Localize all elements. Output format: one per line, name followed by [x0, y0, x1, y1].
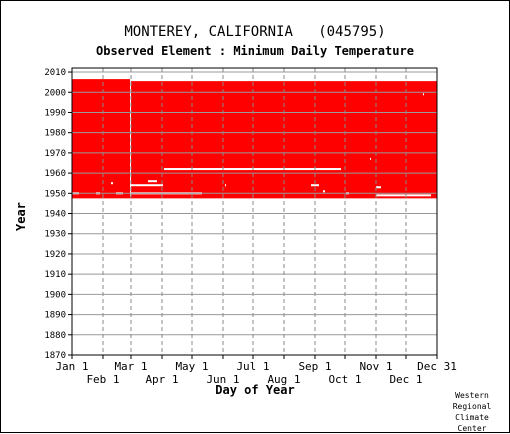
data-gap: [323, 190, 325, 193]
y-tick-label: 2000: [44, 88, 66, 98]
data-gap: [148, 180, 157, 183]
axes: [68, 67, 438, 359]
x-tick-label: Aug 1: [267, 373, 300, 386]
x-tick-label: Mar 1: [114, 360, 147, 373]
y-tick-label: 2010: [44, 68, 66, 78]
credit-line: Center: [457, 424, 487, 433]
x-tick-label: Nov 1: [359, 360, 392, 373]
data-gap: [225, 184, 226, 187]
y-tick-label: 1920: [44, 250, 66, 260]
x-tick-label: Feb 1: [86, 373, 119, 386]
plot-border: [71, 67, 438, 356]
y-tick-label: 1990: [44, 108, 66, 118]
x-axis-label: Day of Year: [215, 383, 295, 397]
y-tick-label: 1910: [44, 270, 66, 280]
x-tick-label: Oct 1: [328, 373, 361, 386]
x-tick-label: Jun 1: [206, 373, 239, 386]
y-tick-label: 1870: [44, 351, 66, 361]
data-block: [72, 79, 130, 199]
chart-title: MONTEREY, CALIFORNIA (045795): [124, 24, 386, 40]
data-gap: [131, 184, 163, 187]
data-gap: [111, 182, 113, 185]
data-gap: [376, 186, 381, 189]
y-tick-label: 1940: [44, 210, 66, 220]
y-tick-label: 1980: [44, 129, 66, 139]
credit-line: Climate: [455, 413, 489, 422]
credit-text: Western Regional Climate Center: [447, 390, 497, 434]
x-tick-label: Dec 31: [417, 360, 457, 373]
y-tick-label: 1890: [44, 311, 66, 321]
x-tick-label: Jul 1: [236, 360, 269, 373]
y-tick-label: 1930: [44, 230, 66, 240]
data-gap: [370, 157, 371, 160]
data-gap: [311, 184, 319, 187]
credit-line: Western: [455, 391, 489, 400]
x-tick-label: May 1: [175, 360, 208, 373]
data-gap: [423, 93, 424, 96]
y-tick-label: 1970: [44, 149, 66, 159]
x-tick-label: Dec 1: [389, 373, 422, 386]
y-tick-label: 1960: [44, 169, 66, 179]
x-tick-label: Apr 1: [145, 373, 178, 386]
data-gap: [376, 194, 431, 197]
y-tick-label: 1880: [44, 331, 66, 341]
x-tick-label: Sep 1: [298, 360, 331, 373]
chart-subtitle: Observed Element : Minimum Daily Tempera…: [96, 44, 414, 58]
tick-labels: 1870 1880 1890 1900 1910 1920 1930 1940 1950 1960…: [44, 68, 457, 386]
y-tick-label: 1950: [44, 189, 66, 199]
data-area: [72, 79, 437, 199]
x-tick-label: Jan 1: [55, 360, 88, 373]
credit-line: Regional: [452, 402, 492, 411]
y-tick-label: 1900: [44, 290, 66, 300]
